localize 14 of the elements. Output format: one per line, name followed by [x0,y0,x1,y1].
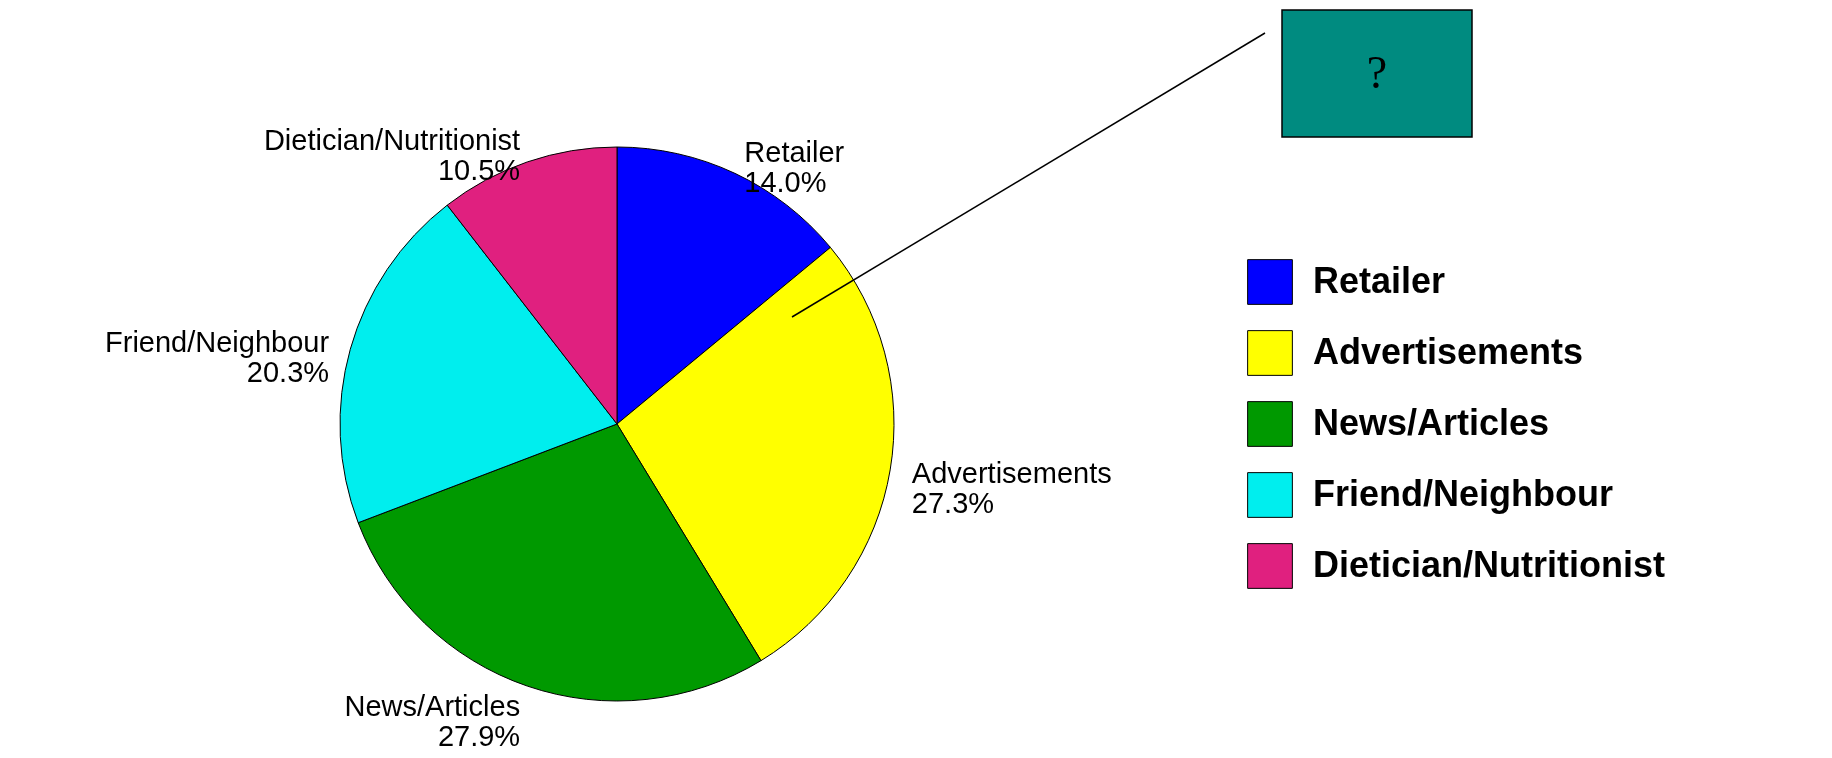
slice-label: Friend/Neighbour [105,326,330,359]
slice-label: Dietician/Nutritionist [263,124,521,157]
data-label: 27.3% [911,486,995,519]
legend-label: News/Articles [1313,402,1550,443]
legend-label: Retailer [1313,260,1446,301]
legend-label: Friend/Neighbour [1313,473,1613,514]
data-label: 14.0% [744,166,827,199]
slice-label: News/Articles [344,689,521,722]
slice-label: Retailer [744,136,845,169]
slice-label: Advertisements [911,456,1112,489]
legend-label: Advertisements [1313,331,1584,372]
data-label: 27.9% [437,719,521,752]
text: ? [1366,47,1388,98]
legend-label: Dietician/Nutritionist [1313,544,1666,585]
